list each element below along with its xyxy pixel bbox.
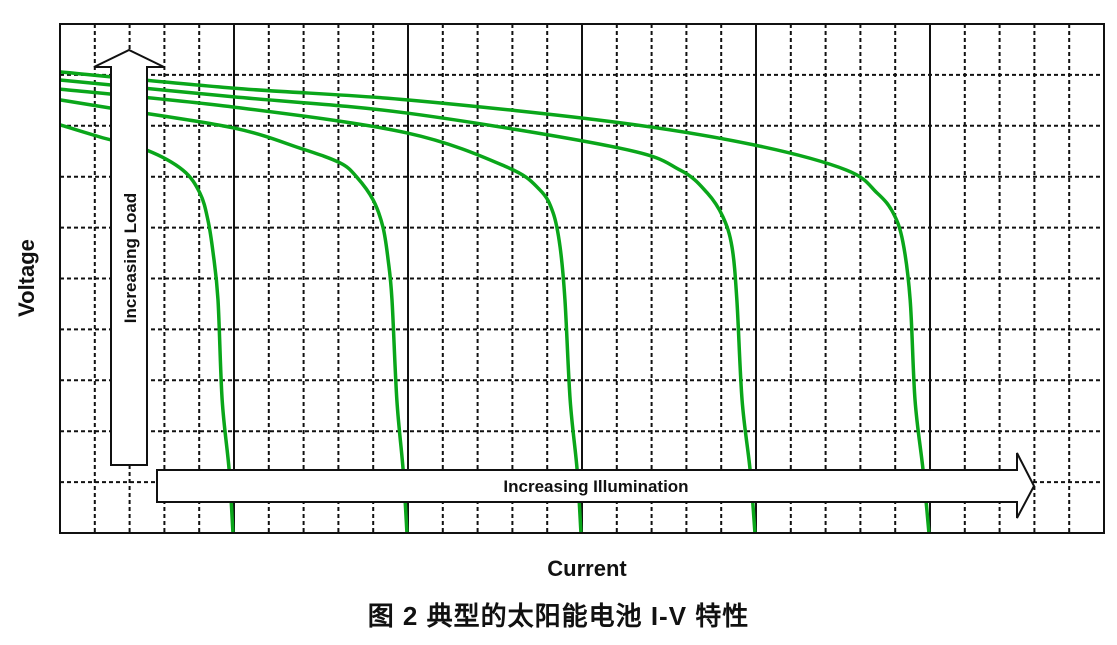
iv-curve-4 [59, 78, 757, 534]
iv-curve-3 [59, 87, 583, 534]
figure-caption: 图 2 典型的太阳能电池 I-V 特性 [367, 601, 750, 631]
plot-frame [59, 23, 1105, 534]
increasing-load-label: Increasing Load [121, 193, 140, 323]
arrows: Increasing Load Increasing Illumination [93, 48, 1036, 519]
curves [59, 70, 931, 534]
y-axis-label: Voltage [14, 239, 39, 317]
grid [60, 24, 1104, 533]
increasing-load-arrow [93, 48, 165, 466]
increasing-illumination-arrow [156, 452, 1036, 519]
iv-curve-2 [59, 98, 409, 534]
x-axis-label: Current [547, 556, 627, 581]
increasing-illumination-label: Increasing Illumination [503, 477, 688, 496]
iv-curve-5 [59, 70, 931, 534]
